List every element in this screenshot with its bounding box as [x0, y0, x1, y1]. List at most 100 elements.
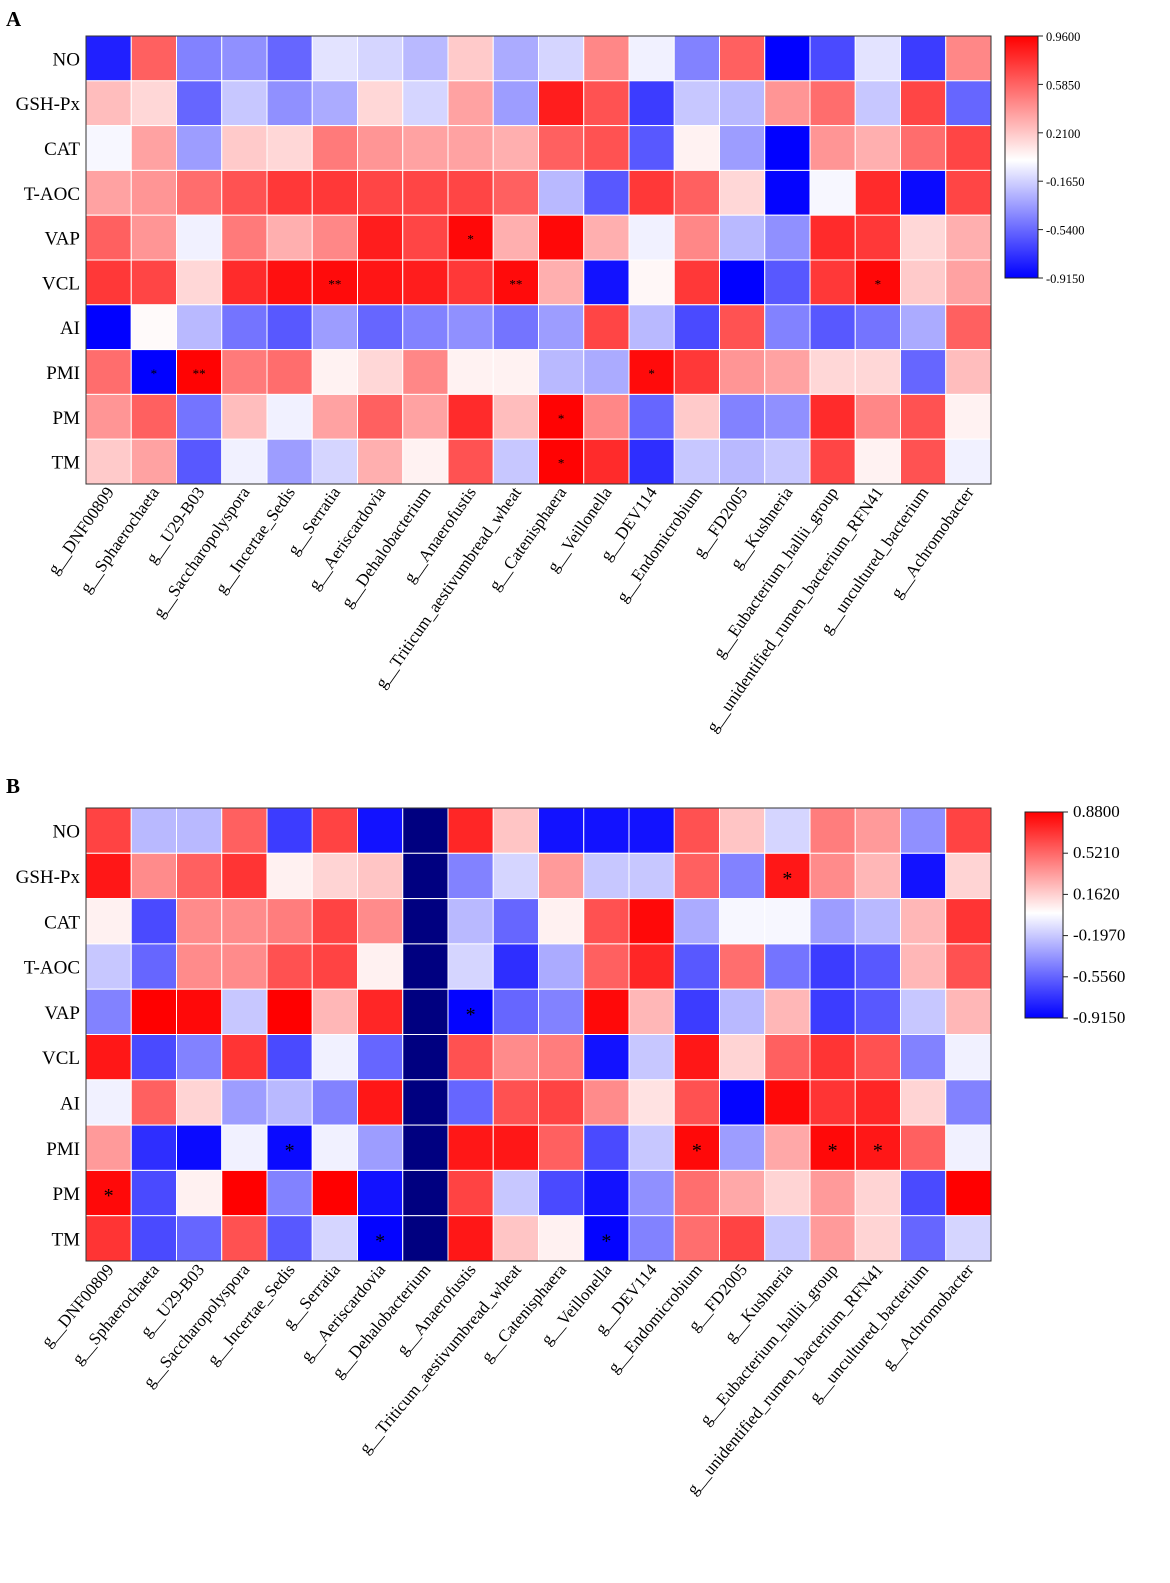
heatmap-cell	[402, 1124, 449, 1171]
heatmap-cell	[719, 214, 766, 261]
heatmap-cell	[85, 807, 132, 854]
significance-marker: *	[285, 1140, 295, 1162]
heatmap-cell	[402, 304, 449, 351]
heatmap-cell	[266, 125, 313, 171]
heatmap-cell	[311, 438, 358, 485]
row-label: VAP	[44, 1003, 80, 1024]
heatmap-cell	[719, 349, 766, 395]
heatmap-cell	[176, 349, 223, 395]
heatmap-cell	[85, 80, 132, 127]
significance-marker: *	[692, 1140, 702, 1162]
heatmap-cell	[402, 125, 449, 171]
heatmap-cell	[130, 1169, 177, 1217]
row-label: PMI	[46, 1139, 80, 1160]
heatmap-cell	[583, 1215, 630, 1262]
heatmap-cell	[130, 943, 177, 990]
heatmap-cell	[266, 80, 313, 127]
heatmap-cell	[447, 1034, 494, 1081]
heatmap-cell	[402, 943, 449, 990]
heatmap-cell	[266, 259, 313, 306]
heatmap-cell	[402, 169, 449, 216]
colorbar-tick-label: 0.8800	[1073, 802, 1120, 821]
heatmap-cell	[809, 807, 856, 854]
heatmap-frame-b	[85, 807, 992, 1262]
heatmap-cell	[854, 898, 901, 945]
heatmap-cell	[130, 852, 177, 900]
heatmap-cell	[764, 80, 811, 127]
heatmap-cell	[538, 125, 585, 171]
heatmap-cell	[266, 1079, 313, 1126]
heatmap-cell	[945, 988, 992, 1036]
heatmap-cell	[402, 988, 449, 1036]
heatmap-cell	[176, 943, 223, 990]
heatmap-cell	[357, 35, 404, 82]
heatmap-cell	[628, 214, 675, 261]
heatmap-cell	[85, 1079, 132, 1126]
heatmap-cell	[854, 393, 901, 440]
significance-marker: *	[375, 1230, 385, 1252]
heatmap-cell	[764, 1169, 811, 1217]
heatmap-cell	[809, 393, 856, 440]
heatmap-cell	[266, 988, 313, 1036]
heatmap-cell	[628, 807, 675, 854]
heatmap-cell	[673, 125, 720, 171]
heatmap-cell	[719, 1124, 766, 1171]
heatmap-cell	[311, 988, 358, 1036]
heatmap-cell	[402, 393, 449, 440]
heatmap-cell	[221, 898, 268, 945]
heatmap-cell	[764, 1034, 811, 1081]
heatmap-cell	[221, 1079, 268, 1126]
heatmap-cell	[447, 1079, 494, 1126]
heatmap-cell	[764, 125, 811, 171]
heatmap-cell	[357, 259, 404, 306]
heatmap-cell	[583, 1079, 630, 1126]
heatmap-cell	[357, 125, 404, 171]
heatmap-cell	[809, 169, 856, 216]
heatmap-cell	[628, 898, 675, 945]
heatmap-cell	[945, 169, 992, 216]
heatmap-cell	[719, 169, 766, 216]
heatmap-cell	[492, 852, 539, 900]
heatmap-cell	[673, 169, 720, 216]
heatmap-cell	[266, 943, 313, 990]
heatmap-cell	[85, 125, 132, 171]
significance-marker: *	[828, 1140, 838, 1162]
row-label: AI	[60, 318, 80, 339]
heatmap-cell	[900, 1079, 947, 1126]
heatmap-cell	[583, 1124, 630, 1171]
significance-marker: *	[558, 456, 565, 471]
heatmap-cell	[809, 35, 856, 82]
colorbar-tick-label: -0.9150	[1046, 272, 1085, 286]
heatmap-cell	[673, 259, 720, 306]
column-label: g__Incertae_Sedis	[211, 483, 299, 597]
heatmap-cell	[719, 438, 766, 485]
row-label: VAP	[44, 229, 80, 250]
heatmap-cell	[311, 393, 358, 440]
heatmap-cell	[764, 349, 811, 395]
heatmap-cell	[764, 438, 811, 485]
heatmap-cell	[447, 169, 494, 216]
heatmap-cell	[673, 35, 720, 82]
heatmap-cell	[854, 349, 901, 395]
heatmap-cell	[945, 259, 992, 306]
heatmap-cell	[809, 1124, 856, 1171]
heatmap-cell	[176, 852, 223, 900]
heatmap-cell	[85, 1034, 132, 1081]
heatmap-cell	[764, 304, 811, 351]
heatmap-cell	[719, 807, 766, 854]
colorbar-a: 0.9600 0.5850 0.2100 -0.1650 -0.5400 -0.9150	[1004, 30, 1085, 286]
heatmap-cell	[945, 807, 992, 854]
heatmap-cell	[854, 125, 901, 171]
significance-marker: *	[104, 1185, 114, 1207]
heatmap-cell	[900, 169, 947, 216]
heatmap-cell	[221, 393, 268, 440]
heatmap-cell	[130, 807, 177, 854]
heatmap-cell	[673, 852, 720, 900]
heatmap-cell	[673, 807, 720, 854]
heatmap-cell	[854, 1215, 901, 1262]
heatmap-cell	[673, 304, 720, 351]
heatmap-cell	[583, 807, 630, 854]
heatmap-cell	[628, 35, 675, 82]
heatmap-cell	[221, 1169, 268, 1217]
